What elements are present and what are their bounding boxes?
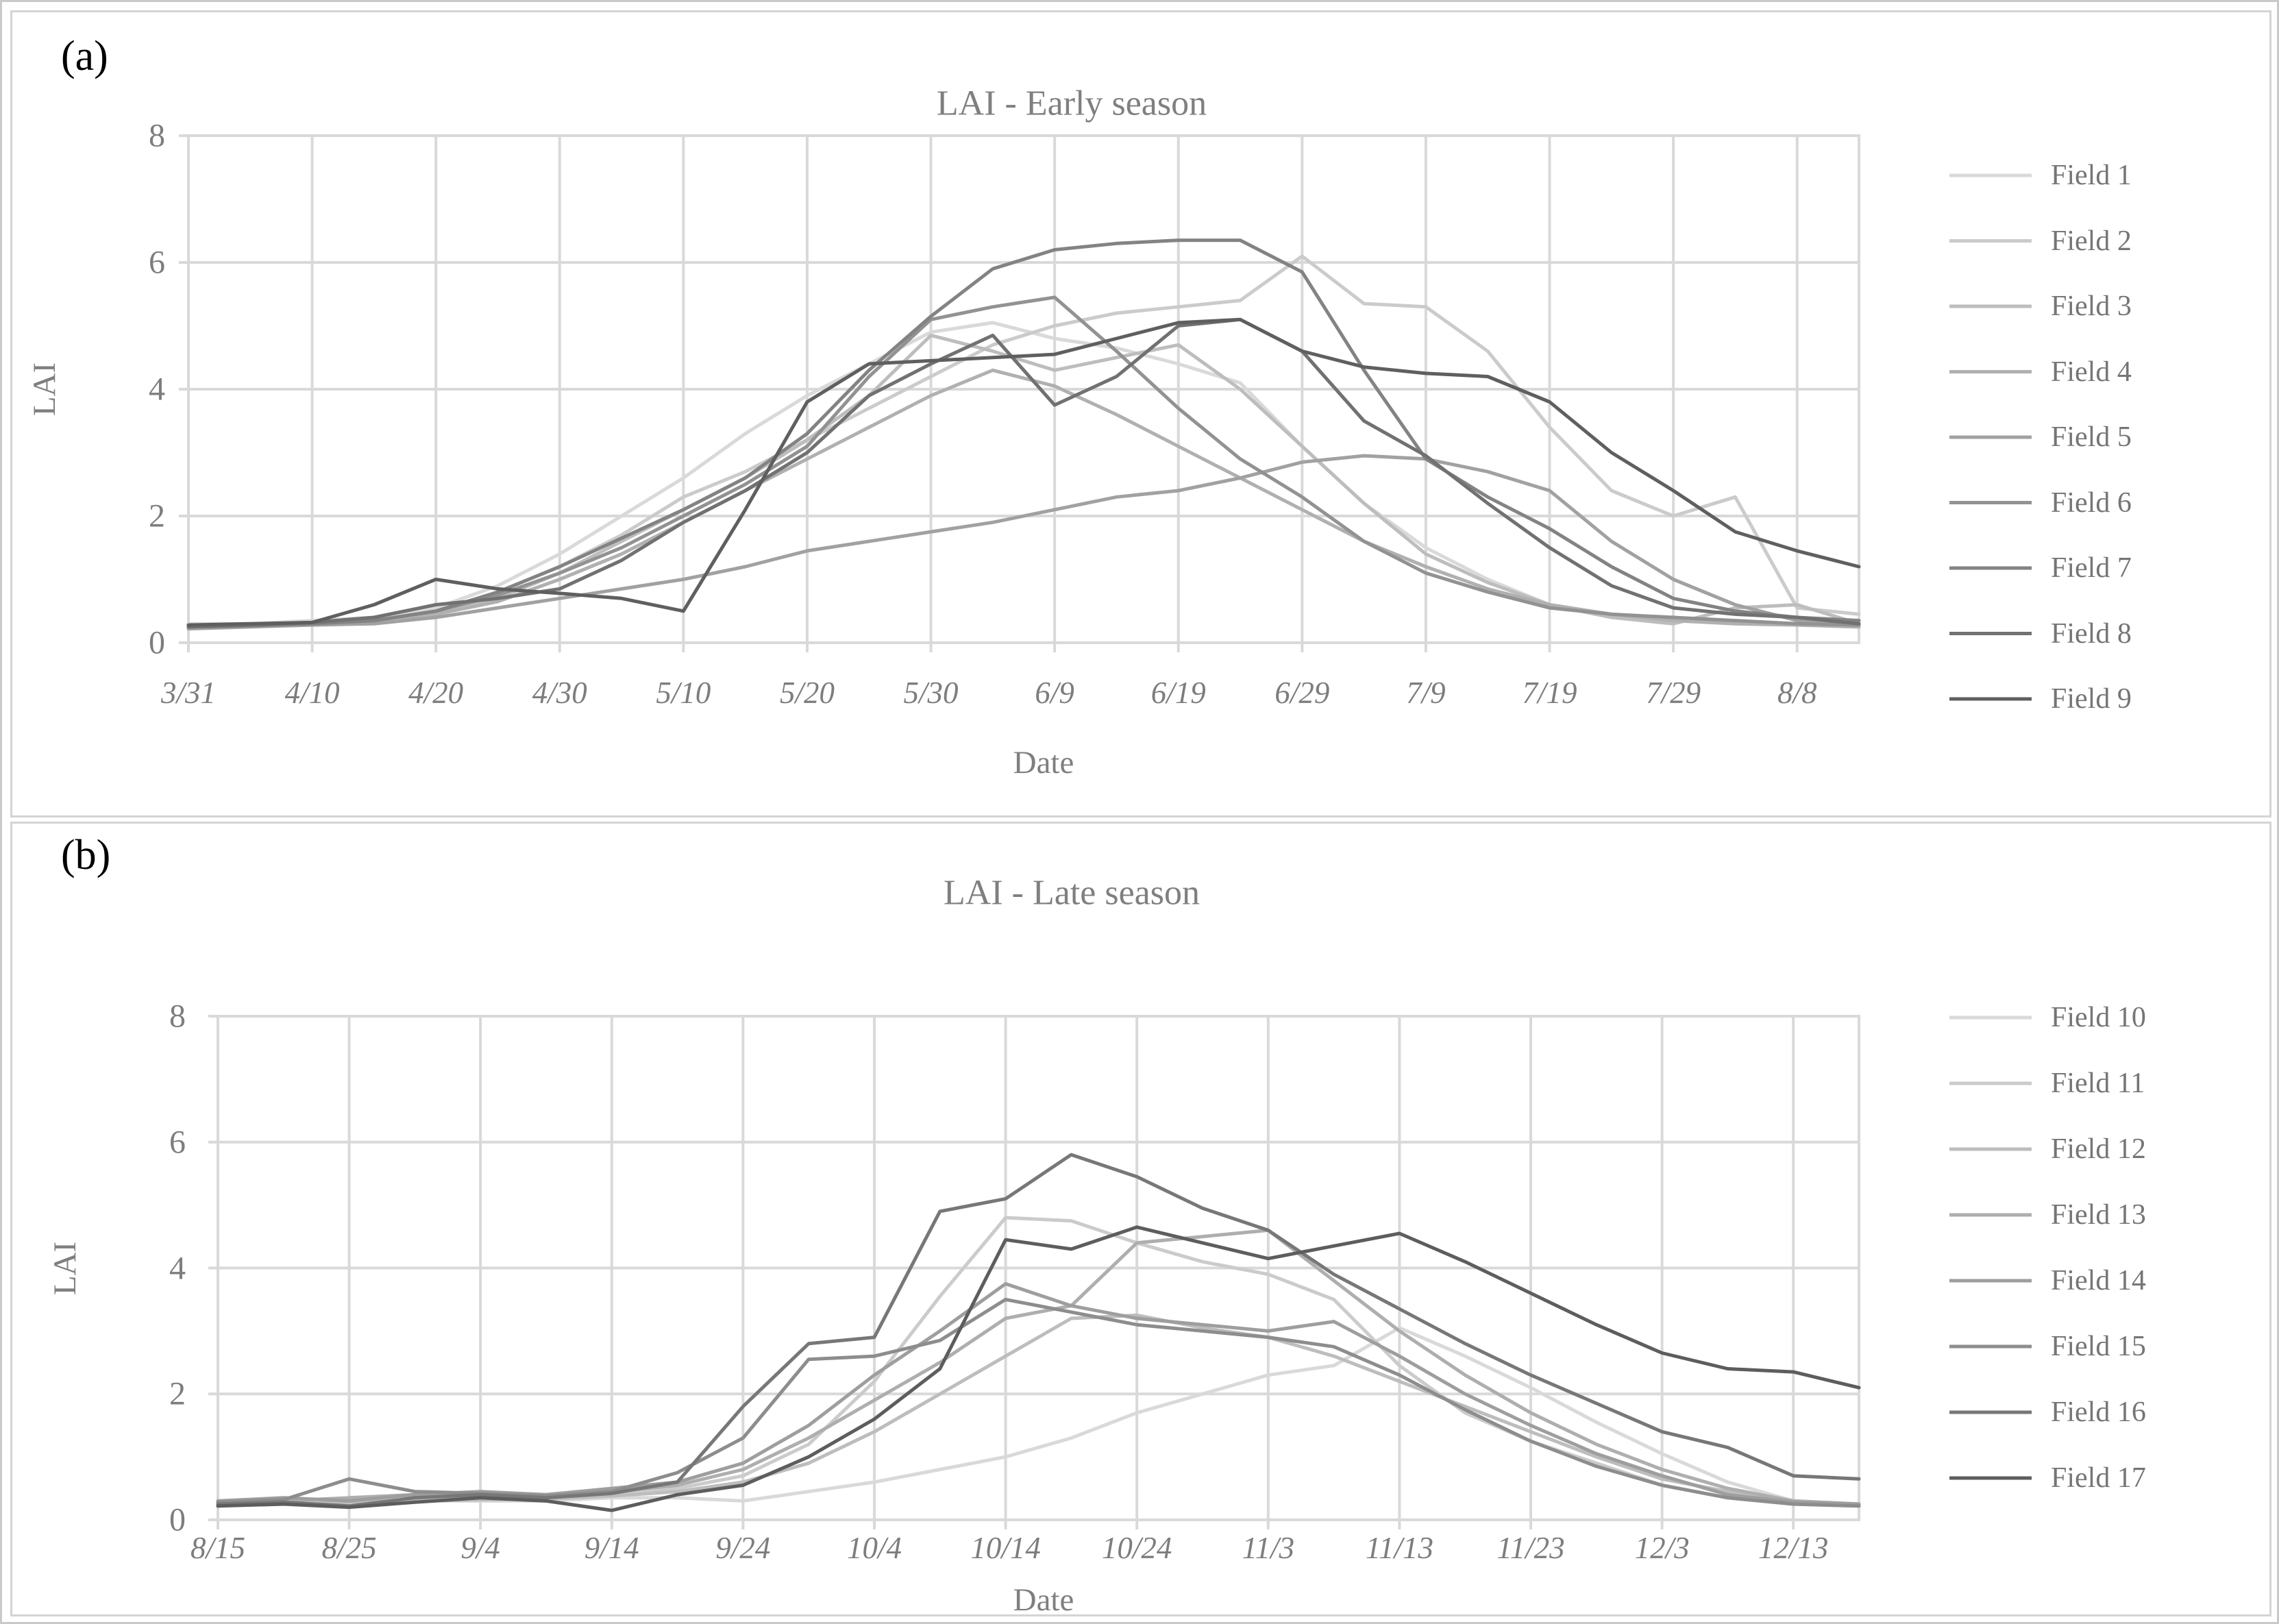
x-tick-label: 5/20 — [779, 676, 835, 710]
panel-early-season — [10, 10, 2271, 817]
legend-item-label: Field 5 — [2051, 421, 2132, 453]
y-tick-label: 0 — [149, 624, 165, 661]
series-line — [186, 368, 1861, 629]
series-line — [186, 238, 1861, 629]
legend-item-label: Field 16 — [2051, 1397, 2146, 1428]
x-tick-label: 11/3 — [1242, 1531, 1295, 1565]
legend-item-label: Field 15 — [2051, 1331, 2146, 1362]
panel-label-b: (b) — [61, 832, 111, 878]
chart-title-early-season: LAI - Early season — [936, 84, 1207, 123]
legend-item-label: Field 17 — [2051, 1462, 2146, 1494]
x-axis-title-a: Date — [1013, 745, 1074, 780]
x-tick-label: 4/20 — [408, 676, 464, 710]
y-axis-title-a: LAI — [27, 362, 62, 417]
legend-item-label: Field 9 — [2051, 683, 2132, 715]
legend-item-label: Field 4 — [2051, 356, 2132, 388]
x-tick-label: 11/23 — [1496, 1531, 1565, 1565]
series-line — [186, 317, 1861, 629]
y-tick-label: 2 — [149, 497, 165, 534]
x-tick-label: 12/3 — [1634, 1531, 1690, 1565]
x-tick-label: 7/9 — [1406, 676, 1446, 710]
legend-item-label: Field 12 — [2051, 1133, 2146, 1165]
series-line — [216, 1225, 1861, 1512]
plot-area-border — [187, 134, 1860, 644]
series-line — [216, 1153, 1861, 1508]
series-line — [186, 454, 1861, 631]
legend-item-label: Field 11 — [2051, 1068, 2145, 1099]
x-tick-label: 5/10 — [656, 676, 711, 710]
x-tick-label: 10/14 — [970, 1531, 1041, 1565]
series-line — [186, 295, 1861, 629]
legend-item-label: Field 3 — [2051, 291, 2132, 322]
legend-item-label: Field 6 — [2051, 487, 2132, 519]
legend-item-label: Field 7 — [2051, 552, 2132, 584]
panel-label-a: (a) — [61, 33, 108, 79]
series-line — [186, 254, 1861, 629]
x-tick-label: 12/13 — [1758, 1531, 1829, 1565]
y-tick-label: 0 — [169, 1501, 186, 1538]
legend-item-label: Field 8 — [2051, 617, 2132, 650]
y-tick-label: 4 — [149, 371, 165, 408]
series-line — [216, 1282, 1861, 1506]
plot-area-border — [217, 1015, 1860, 1521]
x-tick-label: 7/19 — [1522, 676, 1577, 710]
legend-item-label: Field 1 — [2051, 160, 2132, 191]
x-tick-label: 6/19 — [1150, 676, 1206, 710]
x-tick-label: 9/14 — [584, 1531, 639, 1565]
legend-item-label: Field 10 — [2051, 1002, 2146, 1033]
y-tick-label: 2 — [169, 1375, 186, 1412]
x-tick-label: 6/29 — [1274, 676, 1330, 710]
legend-item-label: Field 2 — [2051, 225, 2132, 257]
panel-late-season — [10, 822, 2271, 1616]
y-tick-label: 8 — [149, 117, 165, 154]
x-tick-label: 9/24 — [715, 1531, 771, 1565]
x-tick-label: 7/29 — [1646, 676, 1701, 710]
x-tick-label: 4/10 — [284, 676, 340, 710]
y-tick-label: 4 — [169, 1250, 186, 1286]
chart-title-late-season: LAI - Late season — [944, 873, 1200, 913]
x-tick-label: 8/8 — [1777, 676, 1817, 710]
x-tick-label: 11/13 — [1365, 1531, 1433, 1565]
y-tick-label: 8 — [169, 998, 186, 1035]
x-tick-label: 10/24 — [1101, 1531, 1172, 1565]
series-line — [216, 1326, 1861, 1506]
legend-item-label: Field 14 — [2051, 1265, 2146, 1296]
y-axis-title-b: LAI — [47, 1241, 83, 1296]
x-tick-label: 5/30 — [903, 676, 959, 710]
x-tick-label: 8/25 — [321, 1531, 377, 1565]
x-tick-label: 3/31 — [160, 676, 217, 710]
x-tick-label: 6/9 — [1035, 676, 1074, 710]
series-line — [186, 317, 1861, 627]
y-tick-label: 6 — [149, 244, 165, 281]
x-tick-label: 8/15 — [190, 1531, 246, 1565]
x-tick-label: 9/4 — [460, 1531, 500, 1565]
y-tick-label: 6 — [169, 1124, 186, 1161]
x-axis-title-b: Date — [1013, 1582, 1074, 1618]
x-tick-label: 4/30 — [532, 676, 587, 710]
legend-item-label: Field 13 — [2051, 1199, 2146, 1231]
x-tick-label: 10/4 — [846, 1531, 902, 1565]
